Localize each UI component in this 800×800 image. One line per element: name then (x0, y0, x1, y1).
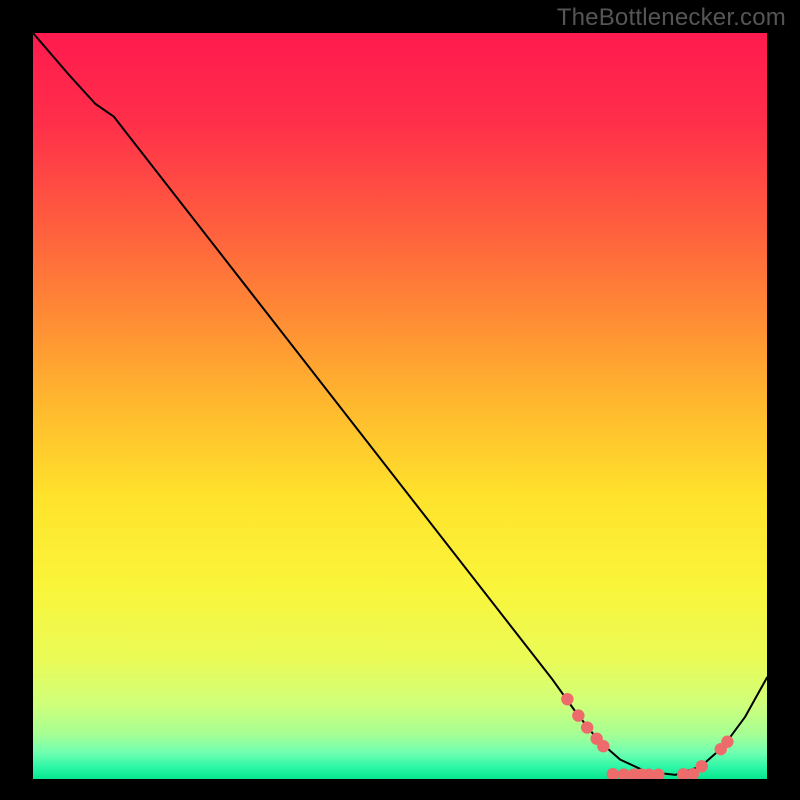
watermark-text: TheBottlenecker.com (557, 4, 786, 32)
data-marker (695, 760, 707, 772)
data-marker (581, 721, 593, 733)
data-marker (597, 740, 609, 752)
gradient-background (33, 33, 767, 779)
chart-svg (33, 33, 767, 779)
data-marker (561, 693, 573, 705)
chart-area (33, 33, 767, 779)
data-marker (572, 709, 584, 721)
data-marker (721, 736, 733, 748)
